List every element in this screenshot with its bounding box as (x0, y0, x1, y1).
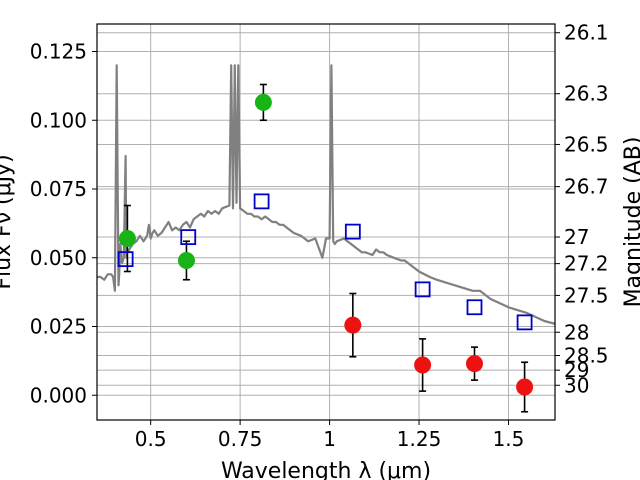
model-square (516, 314, 533, 331)
data-point (344, 316, 362, 334)
y-tick-label: 0.050 (30, 246, 87, 270)
data-point (414, 356, 432, 374)
y-tick-label: 0.100 (30, 108, 87, 132)
mag-tick-label: 27.2 (564, 252, 609, 276)
model-square (344, 223, 361, 240)
data-point (118, 230, 136, 247)
axes: 0.5 0.75 1 1.25 1.5 0.000 0.025 0.050 0.075 0.100… (30, 21, 609, 451)
mag-tick-label: 26.3 (564, 82, 609, 106)
mag-tick-label: 28.5 (564, 344, 609, 368)
x-tick-label: 0.75 (218, 427, 263, 451)
x-axis-label: Wavelength λ (μm) (221, 459, 431, 480)
data-point (516, 378, 534, 396)
plot-area (97, 64, 555, 413)
y-tick-label: 0.125 (30, 40, 87, 64)
x-tick-label: 1.25 (397, 427, 442, 451)
y-axis-label: Flux Fν (μJy) (0, 154, 16, 289)
data-point (254, 93, 272, 111)
spectrum-line (97, 64, 555, 325)
mag-tick-label: 30 (564, 373, 589, 397)
mag-tick-label: 28 (564, 320, 589, 344)
model-square (466, 299, 483, 316)
mag-tick-label: 27.5 (564, 283, 609, 307)
mag-tick-label: 29 (564, 358, 589, 382)
mag-tick-label: 27 (564, 225, 589, 249)
model-square (180, 229, 197, 246)
data-point (465, 355, 483, 373)
x-tick-label: 1 (323, 427, 336, 451)
mag-tick-label: 26.5 (564, 132, 609, 156)
mag-tick-label: 26.1 (564, 21, 609, 45)
model-square (414, 281, 431, 298)
model-square (117, 251, 134, 268)
grid (97, 24, 555, 420)
mag-tick-label: 26.7 (564, 175, 609, 199)
data-point (177, 252, 195, 269)
y-tick-label: 0.000 (30, 383, 87, 407)
x-tick-label: 0.5 (135, 427, 167, 451)
model-square (253, 193, 270, 210)
y-tick-label: 0.075 (30, 177, 87, 201)
axes-frame (96, 23, 556, 421)
x-tick-label: 1.5 (493, 427, 525, 451)
y-tick-label: 0.025 (30, 315, 87, 339)
y2-axis-label: Magnitude (AB) (621, 137, 640, 308)
